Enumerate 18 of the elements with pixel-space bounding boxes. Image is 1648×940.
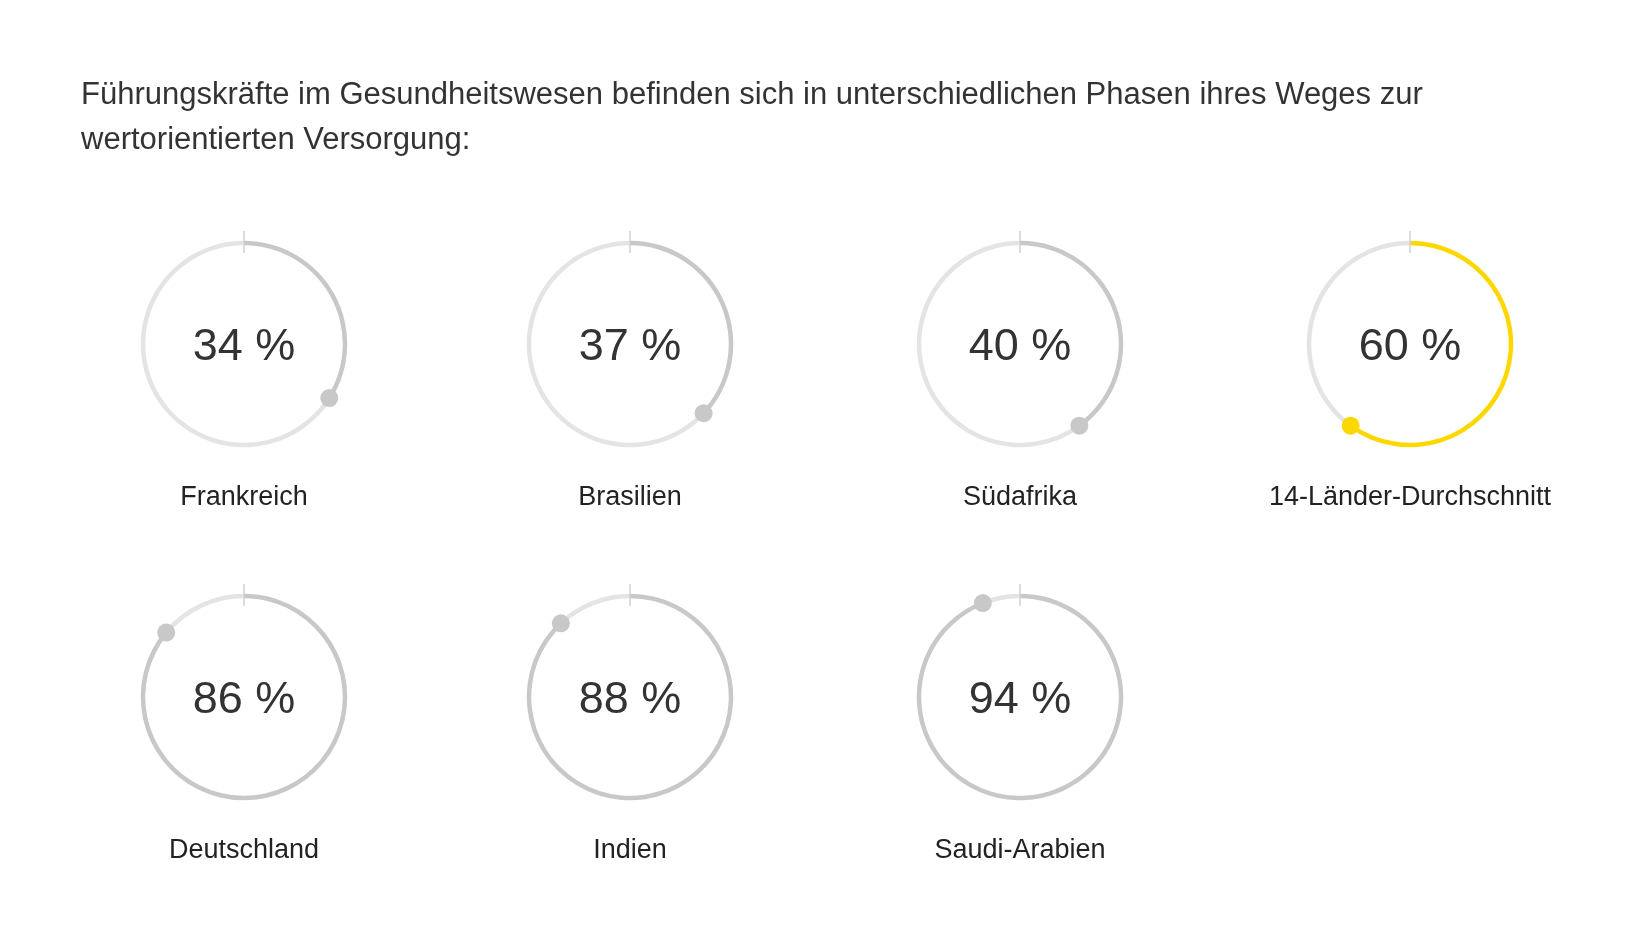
text: Führungskräfte im Gesundheitswesen befinden sich in unterschiedlichen Phasen ihres Weges zur wertorientierten Versorgung: (80, 76, 1423, 156)
text: Frankreich (180, 481, 308, 511)
text: 60 % (1358, 319, 1462, 370)
text: Brasilien (578, 481, 682, 511)
text: 14-Länder-Durchschnitt (1268, 481, 1552, 511)
text: 88 % (578, 672, 682, 723)
text: 94 % (968, 672, 1072, 723)
text: 40 % (968, 319, 1072, 370)
donut-slice (526, 593, 734, 801)
donut-slice (916, 593, 1124, 801)
donut-slice (140, 593, 348, 801)
text: 86 % (192, 672, 296, 723)
text: 37 % (578, 319, 682, 370)
text: 34 % (192, 319, 296, 370)
text: Deutschland (168, 834, 320, 864)
text: Saudi-Arabien (934, 834, 1106, 864)
text: Indien (593, 834, 667, 864)
text: Südafrika (962, 481, 1079, 511)
